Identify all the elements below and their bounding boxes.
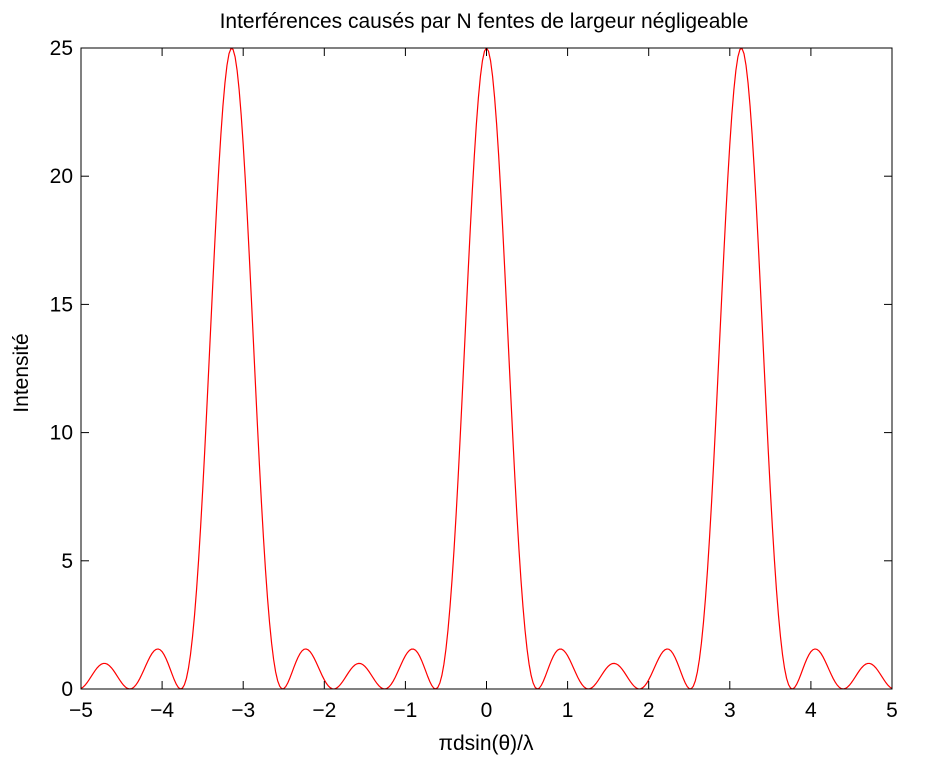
plot-frame	[80, 47, 893, 690]
x-tick-label: −1	[393, 699, 417, 722]
y-tick-label: 25	[50, 37, 73, 60]
x-tick-label: 3	[724, 699, 736, 722]
x-tick-label: 5	[886, 699, 898, 722]
y-tick-label: 0	[61, 678, 73, 701]
chart-title: Interférences causés par N fentes de lar…	[220, 10, 749, 33]
y-tick-label: 15	[50, 293, 73, 316]
x-tick-label: −2	[312, 699, 336, 722]
x-tick-label: −5	[69, 699, 93, 722]
x-tick-label: 0	[481, 699, 493, 722]
series-line-0	[81, 48, 892, 689]
plot-area: −5 −4 −3 −2 −1 0 1 2 3 4 5 0 5 10 15 20 25	[50, 37, 898, 722]
y-axis-label: Intensité	[10, 333, 33, 412]
y-tick-label: 10	[50, 422, 73, 445]
y-tick-label: 20	[50, 165, 73, 188]
x-tick-label: 2	[643, 699, 655, 722]
y-tick-label: 5	[61, 550, 73, 573]
x-tick-label: 1	[562, 699, 574, 722]
x-tick-label: −4	[150, 699, 174, 722]
x-tick-label: −3	[231, 699, 255, 722]
x-tick-label: 4	[805, 699, 817, 722]
x-axis-label: πdsin(θ)/λ	[438, 732, 534, 755]
